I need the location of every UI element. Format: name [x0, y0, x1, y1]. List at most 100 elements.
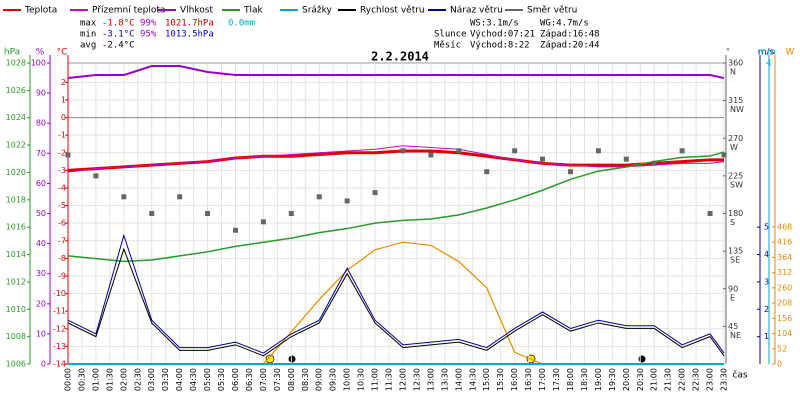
compass-label: SE	[730, 256, 740, 265]
x-tick-label: 15:00	[482, 368, 491, 391]
x-tick-label: 08:30	[301, 368, 310, 391]
plot-frame	[67, 62, 725, 365]
direction-marker	[567, 169, 573, 175]
x-tick-label: 13:30	[440, 368, 449, 391]
direction-marker	[428, 152, 434, 158]
compass-label: W	[730, 143, 738, 152]
x-axis-label: čas	[732, 370, 747, 381]
moon-rise: Východ:8:22	[470, 41, 530, 51]
x-tick-label: 11:00	[371, 368, 380, 391]
stat-label: max	[80, 19, 97, 29]
x-tick-label: 10:30	[357, 368, 366, 391]
y-tick-label: -8	[58, 254, 66, 263]
y-tick-label: 360	[728, 59, 743, 68]
y-tick-label: 45	[728, 322, 738, 331]
y-tick-label: 0	[61, 113, 66, 122]
x-tick-label: 12:30	[412, 368, 421, 391]
y-tick-label: 1	[767, 59, 772, 68]
y-tick-label: -12	[53, 324, 66, 333]
y-tick-label: 90	[728, 284, 738, 293]
x-tick-label: 20:30	[636, 368, 645, 391]
y-tick-label: 104	[777, 329, 792, 338]
y-tick-label: 1014	[6, 250, 26, 259]
y-tick-label: 1016	[6, 223, 26, 232]
x-tick-label: 19:30	[608, 368, 617, 391]
y-tick-label: -1	[58, 131, 66, 140]
compass-label: E	[730, 293, 735, 302]
x-tick-label: 02:30	[133, 368, 142, 391]
y-tick-label: 1018	[6, 195, 26, 204]
y-tick-label: 225	[728, 171, 743, 180]
x-tick-label: 04:00	[175, 368, 184, 391]
sun-set: Západ:16:48	[540, 30, 600, 40]
y-tick-label: 0	[41, 360, 46, 369]
y-tick-label: 2	[61, 78, 66, 87]
direction-marker	[721, 152, 727, 158]
axis-unit: °	[726, 48, 731, 58]
x-tick-label: 21:00	[650, 368, 659, 391]
legend-label: Rychlost větru	[360, 6, 425, 16]
x-tick-label: 20:00	[622, 368, 631, 391]
direction-marker	[260, 219, 266, 225]
y-tick-label: 135	[728, 247, 743, 256]
moon-set: Západ:20:44	[540, 41, 600, 51]
legend-label: Teplota	[24, 6, 57, 16]
series-line	[67, 233, 725, 354]
x-tick-label: 09:30	[329, 368, 338, 391]
direction-marker	[121, 194, 127, 200]
y-tick-label: 1	[764, 332, 769, 341]
x-tick-label: 16:00	[510, 368, 519, 391]
x-tick-label: 07:30	[273, 368, 282, 391]
direction-marker	[344, 198, 350, 204]
y-tick-label: 416	[777, 238, 792, 247]
compass-label: S	[730, 218, 735, 227]
y-tick-label: 3	[764, 277, 769, 286]
x-tick-label: 09:00	[315, 368, 324, 391]
y-tick-label: 1008	[6, 332, 26, 341]
axis-unit: mm	[758, 48, 776, 58]
x-tick-label: 21:30	[664, 368, 673, 391]
sun-rise: Východ:07:21	[470, 30, 535, 40]
stat-value: -1.8°C	[102, 19, 135, 29]
y-tick-label: 260	[777, 283, 792, 292]
legend-label: Vlhkost	[180, 6, 213, 16]
direction-marker	[205, 211, 211, 216]
moonrise-icon	[288, 355, 296, 363]
x-tick-label: 16:30	[524, 368, 533, 391]
y-tick-label: 208	[777, 299, 792, 308]
y-tick-label: 5	[764, 223, 769, 232]
y-tick-label: 60	[36, 179, 46, 188]
direction-marker	[679, 148, 685, 154]
y-tick-label: -6	[58, 219, 66, 228]
x-tick-label: 12:00	[398, 368, 407, 391]
y-tick-label: 30	[36, 269, 46, 278]
compass-label: NW	[730, 105, 744, 114]
direction-marker	[707, 211, 713, 216]
compass-label: SW	[730, 180, 743, 189]
y-tick-label: 1	[61, 95, 66, 104]
stat-value: 0.0mm	[228, 19, 255, 29]
axis-unit: %	[36, 48, 45, 58]
x-tick-label: 04:30	[189, 368, 198, 391]
direction-marker	[512, 148, 518, 154]
x-tick-label: 10:00	[343, 368, 352, 391]
direction-marker	[651, 160, 657, 166]
y-tick-label: 0	[777, 360, 782, 369]
x-tick-label: 03:00	[147, 368, 156, 391]
y-tick-label: 1024	[6, 113, 26, 122]
x-tick-label: 07:00	[259, 368, 268, 391]
y-tick-label: 80	[36, 119, 46, 128]
y-tick-label: 1028	[6, 59, 26, 68]
legend-label: Směr větru	[527, 6, 577, 16]
x-tick-label: 17:00	[538, 368, 547, 391]
y-tick-label: 315	[728, 96, 743, 105]
y-tick-label: -2	[58, 148, 66, 157]
y-tick-label: 180	[728, 209, 743, 218]
x-tick-label: 14:00	[454, 368, 463, 391]
y-tick-label: 156	[777, 314, 792, 323]
y-tick-label: 20	[36, 299, 46, 308]
axis-unit: m/s	[758, 48, 775, 58]
x-tick-label: 06:30	[245, 368, 254, 391]
stat-value: -2.4°C	[102, 41, 135, 51]
direction-marker	[149, 211, 155, 216]
